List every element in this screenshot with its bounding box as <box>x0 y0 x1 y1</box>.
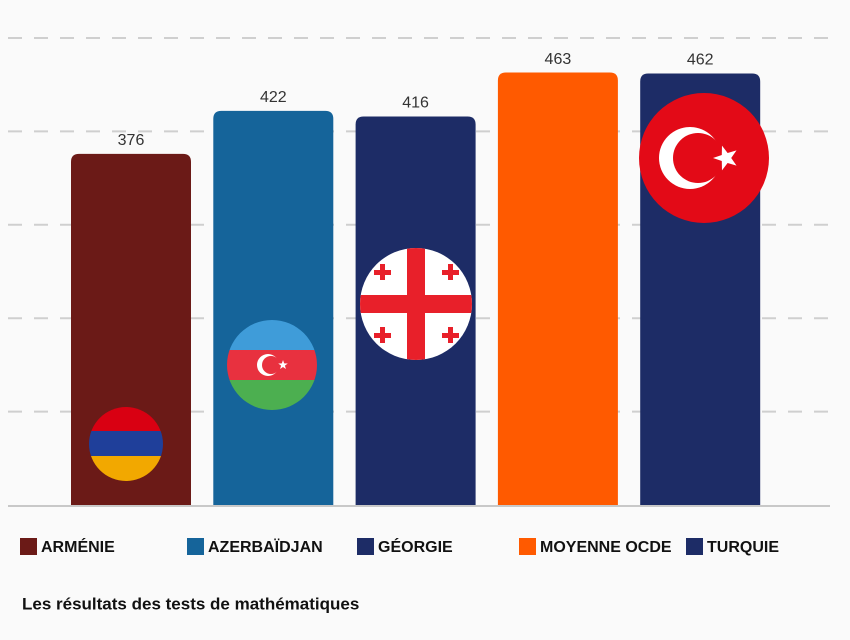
value-label: 463 <box>545 51 572 68</box>
legend-label: MOYENNE OCDE <box>540 539 672 556</box>
value-label: 416 <box>402 95 429 112</box>
legend-swatch <box>686 538 703 555</box>
legend-label: ARMÉNIE <box>41 537 115 556</box>
value-label: 376 <box>118 132 145 149</box>
value-label: 462 <box>687 52 714 69</box>
bar <box>213 110 334 506</box>
legend-swatch <box>187 538 204 555</box>
bar <box>497 72 618 506</box>
legend-label: GÉORGIE <box>378 537 453 556</box>
value-label: 422 <box>260 89 287 106</box>
legend-label: TURQUIE <box>707 539 779 556</box>
legend-swatch <box>519 538 536 555</box>
flag-georgia <box>360 248 472 360</box>
legend-swatch <box>20 538 37 555</box>
flag-turkey <box>639 93 769 223</box>
legend-swatch <box>357 538 374 555</box>
legend-label: AZERBAÏDJAN <box>208 538 323 556</box>
chart-title: Les résultats des tests de mathématiques <box>22 594 359 613</box>
